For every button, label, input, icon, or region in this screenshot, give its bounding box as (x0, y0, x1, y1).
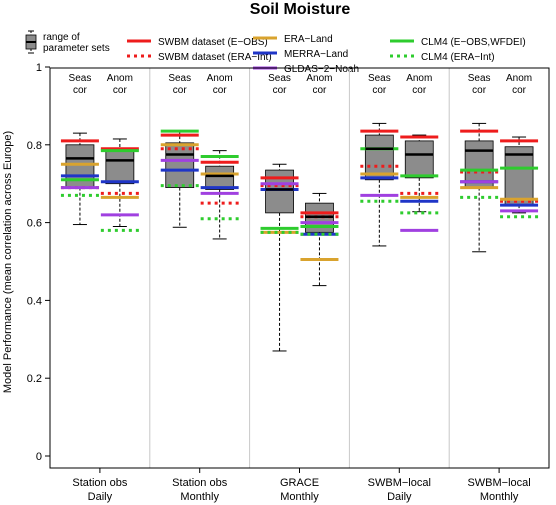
x-label-line1: GRACE (280, 477, 319, 489)
y-tick-label: 0 (36, 451, 42, 463)
legend-label-swbm_eobs: SWBM dataset (E−OBS) (158, 37, 268, 48)
seas-label-line1: Seas (168, 73, 191, 84)
y-tick-label: 0.8 (27, 140, 42, 152)
anom-label-line2: cor (512, 85, 527, 96)
anom-label-line1: Anom (506, 73, 532, 84)
anom-label-line2: cor (313, 85, 328, 96)
seas-label-line1: Seas (69, 73, 92, 84)
y-tick-label: 0.6 (27, 218, 42, 230)
y-tick-label: 0.2 (27, 373, 42, 385)
x-axis: Station obs Daily Station obs Monthly GRACE M… (72, 468, 531, 503)
seas-label-line2: cor (472, 85, 487, 96)
anom-label-line2: cor (113, 85, 128, 96)
seas-label-line1: Seas (468, 73, 491, 84)
anom-label-line2: cor (412, 85, 427, 96)
anom-label-line1: Anom (207, 73, 233, 84)
y-tick-label: 0.4 (27, 295, 42, 307)
x-label-line2: Monthly (180, 491, 219, 503)
seas-label-line2: cor (73, 85, 88, 96)
x-label-line1: Station obs (72, 477, 128, 489)
x-label-line1: Station obs (172, 477, 228, 489)
legend-label-era_land: ERA−Land (284, 34, 333, 45)
anom-label-line1: Anom (306, 73, 332, 84)
box-seas (165, 142, 195, 188)
x-label-line1: SWBM−local (368, 477, 431, 489)
legend-label-clm4_eobs: CLM4 (E−OBS,WFDEI) (421, 37, 526, 48)
chart-title: Soil Moisture (250, 1, 351, 18)
legend-label-swbm_eraint: SWBM dataset (ERA−Int) (158, 52, 272, 63)
box-seas (364, 134, 394, 181)
box-anom (404, 140, 434, 179)
anom-label-line1: Anom (406, 73, 432, 84)
box-anom (504, 146, 534, 206)
legend-label-merra_land: MERRA−Land (284, 49, 348, 60)
chart-marks: SeascorAnomcorSeascorAnomcorSeascorAnomc… (60, 73, 539, 352)
seas-label-line2: cor (273, 85, 288, 96)
legend-label-gldas_noah: GLDAS−2−Noah (284, 64, 359, 75)
y-axis: Model Performance (mean correlation acro… (2, 62, 50, 463)
box-anom (105, 150, 135, 185)
x-label-line2: Daily (88, 491, 113, 503)
seas-label-line1: Seas (268, 73, 291, 84)
seas-label-line2: cor (372, 85, 387, 96)
legend-box-label-line1: range of (43, 32, 80, 43)
x-label-line2: Monthly (480, 491, 519, 503)
seas-label-line2: cor (173, 85, 188, 96)
anom-label-line1: Anom (107, 73, 133, 84)
seas-label-line1: Seas (368, 73, 391, 84)
legend-label-clm4_eraint: CLM4 (ERA−Int) (421, 52, 495, 63)
y-tick-label: 1 (36, 62, 42, 74)
y-axis-label: Model Performance (mean correlation acro… (2, 131, 14, 393)
plot-border (49, 67, 550, 469)
x-label-line2: Monthly (280, 491, 319, 503)
anom-label-line2: cor (213, 85, 228, 96)
x-label-line1: SWBM−local (467, 477, 530, 489)
plot-area (49, 67, 550, 469)
x-label-line2: Daily (387, 491, 412, 503)
legend-box-label-line2: parameter sets (43, 43, 110, 54)
box-anom (205, 165, 235, 190)
